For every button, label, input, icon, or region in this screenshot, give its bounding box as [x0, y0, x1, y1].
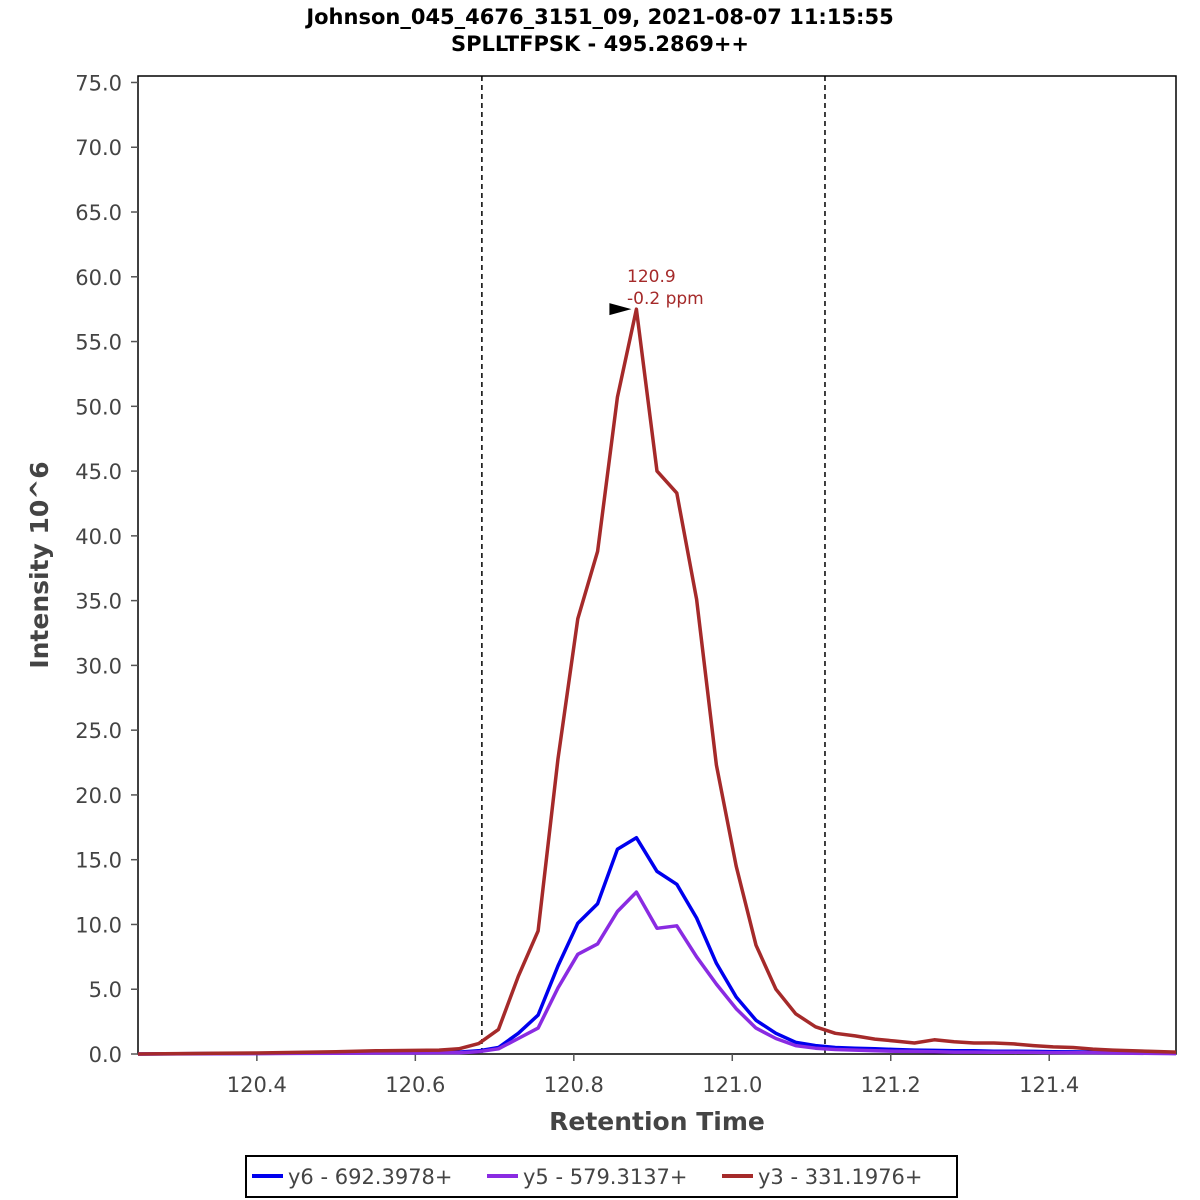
chart-subtitle: SPLLTFPSK - 495.2869++	[451, 32, 749, 56]
series-line-y3	[137, 307, 1177, 1056]
legend-box	[245, 1155, 958, 1198]
y-tick-label: 55.0	[75, 331, 122, 355]
plot-area	[137, 75, 1177, 1055]
legend-label-y6: y6 - 692.3978+	[288, 1165, 453, 1189]
y-tick-label: 60.0	[75, 266, 122, 290]
y-tick-label: 50.0	[75, 395, 122, 419]
peak-arrow-icon	[609, 303, 632, 316]
x-tick-label: 121.2	[861, 1073, 921, 1097]
y-axis: 0.0 5.0 10.0 15.0 20.0 25.0 30.0 35.0 40.0 45.0 50…	[75, 71, 138, 1067]
y-tick-label: 30.0	[75, 654, 122, 678]
x-tick-label: 121.0	[702, 1073, 762, 1097]
x-tick-label: 121.4	[1019, 1073, 1079, 1097]
peak-boundaries	[481, 76, 826, 1054]
y-tick-label: 5.0	[89, 978, 122, 1002]
x-tick-label: 120.4	[227, 1073, 287, 1097]
y-tick-label: 45.0	[75, 460, 122, 484]
y-tick-label: 10.0	[75, 913, 122, 937]
x-axis-title: Retention Time	[549, 1107, 765, 1136]
x-tick-label: 120.8	[544, 1073, 604, 1097]
x-axis: 120.4 120.6 120.8 121.0 121.2 121.4	[227, 1054, 1079, 1097]
series-line-y5	[137, 890, 1177, 1056]
peak-ppm-label: -0.2 ppm	[627, 289, 704, 309]
chart-title: Johnson_045_4676_3151_09, 2021-08-07 11:…	[304, 5, 893, 29]
y-tick-label: 35.0	[75, 590, 122, 614]
legend-label-y3: y3 - 331.1976+	[758, 1165, 923, 1189]
y-tick-label: 25.0	[75, 719, 122, 743]
y-tick-label: 70.0	[75, 136, 122, 160]
legend: y6 - 692.3978+ y5 - 579.3137+ y3 - 331.1…	[245, 1155, 958, 1198]
x-tick-label: 120.6	[385, 1073, 445, 1097]
y-tick-label: 0.0	[89, 1043, 122, 1067]
series-lines	[137, 307, 1177, 1056]
peak-annotation: 120.9 -0.2 ppm	[609, 267, 704, 316]
y-tick-label: 20.0	[75, 784, 122, 808]
legend-label-y5: y5 - 579.3137+	[523, 1165, 688, 1189]
peak-retention-label: 120.9	[627, 267, 676, 287]
y-tick-label: 15.0	[75, 849, 122, 873]
y-tick-label: 65.0	[75, 201, 122, 225]
y-tick-label: 40.0	[75, 525, 122, 549]
y-tick-label: 75.0	[75, 71, 122, 95]
y-axis-title: Intensity 10^6	[25, 461, 54, 668]
